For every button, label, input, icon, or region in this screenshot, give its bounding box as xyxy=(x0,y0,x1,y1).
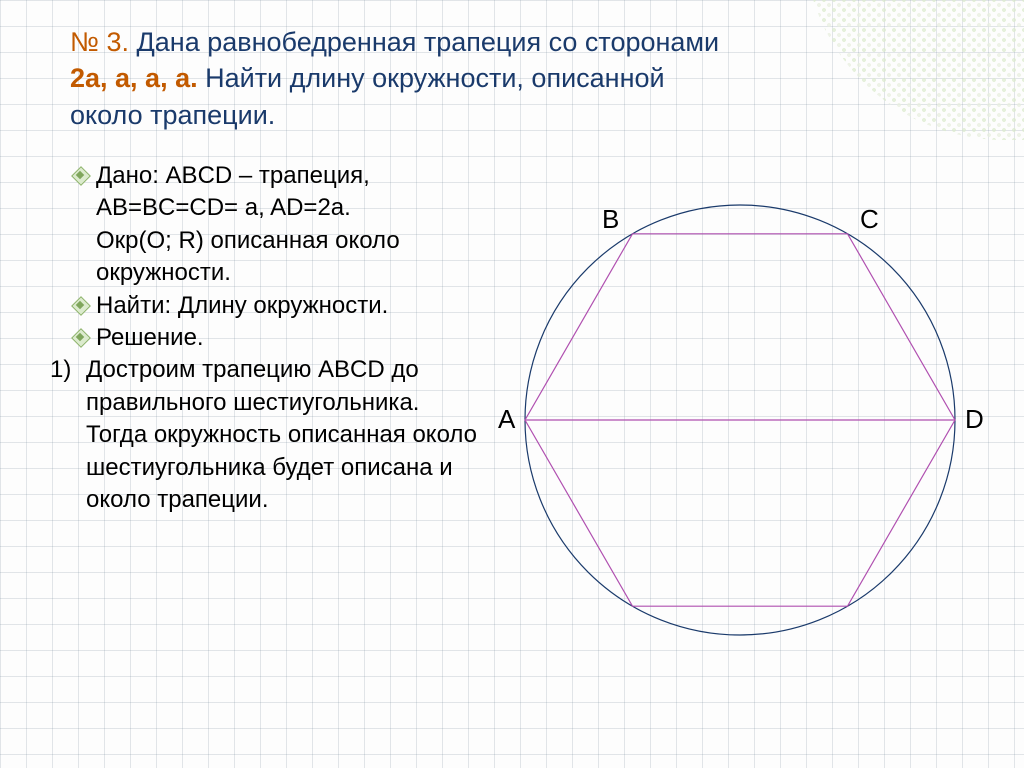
bullet-icon xyxy=(74,169,86,181)
title-prefix: № 3. xyxy=(70,27,137,57)
label-c: C xyxy=(860,204,879,234)
given-text: Дано: ABCD – трапеция, AB=BC=CD= a, AD=2… xyxy=(96,160,480,290)
find-text: Длину окружности. xyxy=(178,292,389,319)
given-text2: AB=BC=CD= a, AD=2a. xyxy=(96,194,351,221)
step-number: 1) xyxy=(50,354,86,516)
problem-title: № 3. Дана равнобедренная трапеция со сто… xyxy=(70,24,984,133)
bullet-icon xyxy=(74,299,86,311)
title-line3: около трапеции. xyxy=(70,100,275,130)
step-text: Достроим трапецию ABCD до правильного ше… xyxy=(86,354,480,516)
given-label: Дано: xyxy=(96,162,166,189)
geometry-diagram: A B C D xyxy=(480,170,990,670)
find-row: Найти: Длину окружности. xyxy=(74,290,480,322)
title-sides-bold: 2а, а, а, а. xyxy=(70,63,205,93)
step-1: 1) Достроим трапецию ABCD до правильного… xyxy=(50,354,480,516)
solution-row: Решение. xyxy=(74,322,480,354)
title-sides: 2а, а, а, а. xyxy=(70,63,205,93)
label-a: A xyxy=(498,404,516,434)
given-text3: Окр(O; R) описанная около окружности. xyxy=(96,227,400,286)
title-line1: Дана равнобедренная трапеция со сторонам… xyxy=(137,27,720,57)
given-text1: ABCD – трапеция, xyxy=(166,162,370,189)
find-text-wrap: Найти: Длину окружности. xyxy=(96,290,388,322)
label-b: B xyxy=(602,204,619,234)
solution-label: Решение. xyxy=(96,322,204,354)
title-line2: Найти длину окружности, описанной xyxy=(205,63,665,93)
label-d: D xyxy=(965,404,984,434)
given-row: Дано: ABCD – трапеция, AB=BC=CD= a, AD=2… xyxy=(74,160,480,290)
find-label: Найти: xyxy=(96,292,178,319)
bullet-icon xyxy=(74,331,86,343)
content-block: Дано: ABCD – трапеция, AB=BC=CD= a, AD=2… xyxy=(50,160,480,516)
